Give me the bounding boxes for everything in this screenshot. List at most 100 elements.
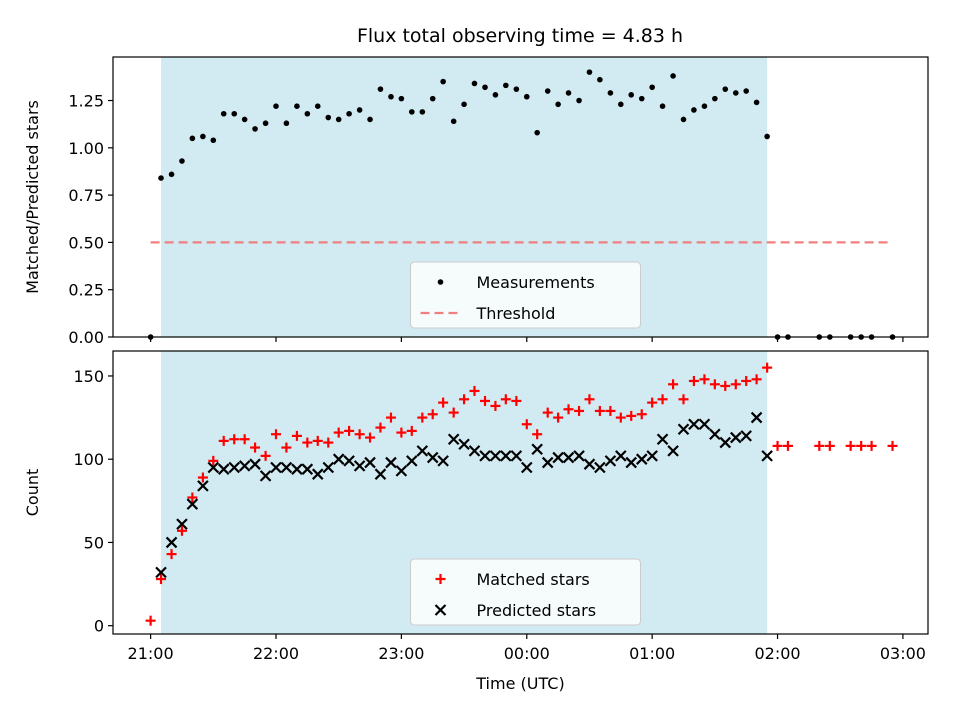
x-b: [552, 451, 564, 464]
measurement-point: [283, 120, 290, 127]
matched-star-point: [302, 437, 313, 448]
matched-star-point: [626, 410, 637, 421]
x-b: [479, 450, 491, 462]
measurement-point: [450, 118, 457, 125]
matched-star-point: [699, 374, 710, 385]
x-b: [489, 450, 502, 462]
matched-star-point: [417, 412, 428, 423]
x-b: [677, 423, 690, 436]
matched-star-point: [845, 440, 856, 451]
measurement-point: [586, 69, 593, 75]
y-tick-label: 1.25: [68, 92, 104, 111]
y-axis-label: Count: [23, 469, 42, 517]
x-b: [238, 460, 251, 472]
matched-star-point: [772, 440, 783, 451]
matched-star-point: [239, 434, 250, 445]
matched-star-point: [396, 427, 407, 438]
measurement-point: [638, 95, 645, 102]
x-b: [311, 468, 324, 480]
matched-star-point: [218, 435, 229, 446]
x-b: [406, 455, 418, 467]
predicted-star-point: [750, 411, 763, 424]
x-b: [468, 445, 481, 457]
matched-star-point: [751, 374, 762, 385]
predicted-star-point: [238, 460, 251, 472]
measurement-point: [680, 116, 687, 123]
predicted-star-point: [165, 536, 178, 549]
x-tick-label: 21:00: [128, 644, 174, 663]
measurement-point: [210, 137, 217, 144]
matched-star-point: [866, 440, 877, 451]
matched-star-point: [584, 394, 595, 405]
matched-star-point: [354, 429, 365, 440]
matched-star-point: [438, 397, 449, 408]
matched-star-point: [469, 385, 480, 396]
x-b: [594, 461, 606, 474]
predicted-star-point: [740, 430, 752, 442]
x-b: [395, 465, 408, 477]
legend-label: Matched stars: [477, 570, 590, 589]
x-b: [217, 463, 230, 475]
measurement-point: [419, 109, 426, 115]
x-b: [176, 518, 188, 530]
x-b: [750, 411, 763, 424]
matched-star-point: [291, 430, 302, 441]
measurement-point: [503, 82, 509, 89]
measurement-point: [314, 103, 321, 109]
x-b: [698, 418, 711, 431]
predicted-star-point: [447, 433, 460, 446]
measurement-point: [252, 126, 258, 132]
predicted-star-point: [426, 451, 439, 464]
measurement-point: [764, 133, 770, 140]
predicted-star-point: [301, 463, 314, 475]
measurement-point: [440, 78, 446, 85]
matched-star-point: [197, 472, 208, 483]
y-tick-label: 100: [73, 450, 104, 469]
predicted-star-point: [500, 450, 512, 462]
matched-star-point: [605, 405, 616, 416]
measurement-point: [356, 107, 363, 113]
predicted-star-point: [573, 450, 585, 462]
y-tick-label: 0.00: [68, 328, 104, 347]
predicted-star-point: [322, 461, 335, 474]
measurement-point: [179, 158, 185, 164]
matched-star-point: [406, 425, 417, 436]
x-b: [343, 455, 355, 467]
predicted-star-point: [520, 461, 533, 474]
predicted-star-point: [207, 461, 220, 474]
predicted-star-point: [291, 463, 303, 475]
x-b: [197, 480, 209, 492]
predicted-star-point: [604, 455, 617, 467]
legend: Matched stars Predicted stars: [410, 558, 641, 626]
legend-label: Predicted stars: [477, 601, 597, 620]
measurement-point: [691, 107, 697, 113]
measurement-point: [732, 90, 739, 96]
measurement-point: [304, 110, 311, 117]
predicted-star-point: [761, 450, 773, 462]
bottom-panel: 0 50 100 150 21:00 22:00 23:00 00:00 01:00 02:00 0…: [23, 350, 929, 693]
predicted-star-point: [709, 428, 721, 441]
predicted-star-point: [646, 450, 658, 462]
measurement-point: [659, 103, 666, 109]
matched-star-point: [250, 442, 261, 453]
x-b: [510, 450, 523, 462]
predicted-star-point: [468, 445, 481, 457]
predicted-star-point: [719, 436, 732, 449]
matched-star-point: [312, 435, 323, 446]
legend-box: [410, 558, 641, 626]
y-tick-label: 0: [94, 617, 104, 636]
x-axis-label: Time (UTC): [475, 674, 564, 693]
matched-star-point: [814, 440, 825, 451]
x-b: [291, 463, 303, 475]
x-b: [332, 453, 345, 465]
measurement-point: [461, 101, 467, 108]
predicted-star-point: [406, 455, 418, 467]
predicted-star-point: [615, 450, 627, 462]
axes-frame: [112, 56, 929, 338]
measurement-point: [398, 95, 405, 102]
predicted-star-point: [395, 465, 408, 477]
matched-star-point: [856, 440, 867, 451]
legend-box: [410, 261, 641, 329]
matched-star-point: [260, 450, 271, 461]
matched-star-point: [490, 400, 501, 411]
